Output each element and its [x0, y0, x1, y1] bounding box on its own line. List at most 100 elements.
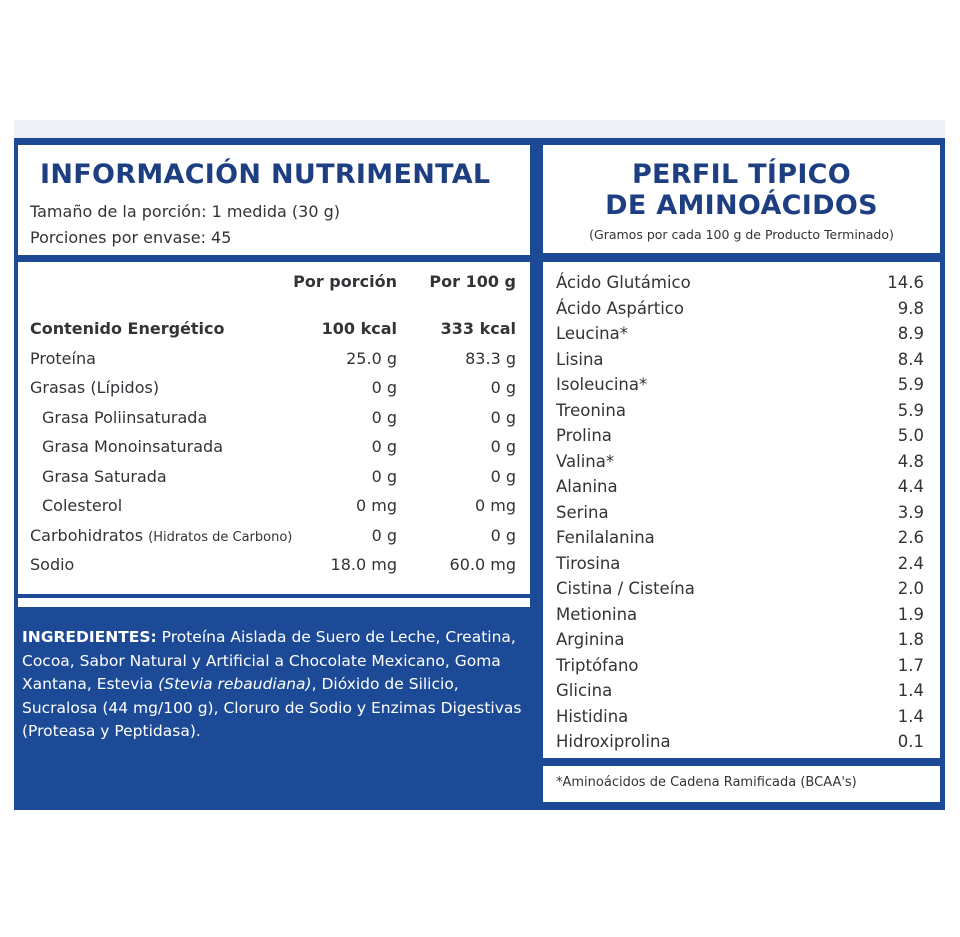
- amino-row: Leucina* 8.9: [543, 324, 940, 349]
- per-serving-value: 0 g: [371, 437, 397, 456]
- amino-value: 4.4: [897, 477, 924, 496]
- amino-row: Arginina 1.8: [543, 630, 940, 655]
- amino-row: Lisina 8.4: [543, 350, 940, 375]
- per-serving-value: 18.0 mg: [330, 555, 397, 574]
- ingredients-label: INGREDIENTES:: [22, 628, 157, 646]
- amino-value: 1.8: [897, 630, 924, 649]
- nutrient-name: Grasas (Lípidos): [30, 378, 160, 397]
- amino-row: Glicina 1.4: [543, 681, 940, 706]
- nutrition-header-box: INFORMACIÓN NUTRIMENTAL Tamaño de la por…: [18, 145, 530, 255]
- amino-name: Ácido Glutámico: [556, 273, 691, 292]
- amino-name: Arginina: [556, 630, 625, 649]
- amino-value: 1.4: [897, 681, 924, 700]
- col-header-per-100g: Por 100 g: [429, 272, 516, 291]
- amino-value: 1.4: [897, 706, 924, 726]
- nutrition-row: Sodio 18.0 mg 60.0 mg: [18, 555, 530, 584]
- amino-value: 5.0: [897, 426, 924, 445]
- amino-name: Serina: [556, 502, 609, 522]
- amino-value: 5.9: [897, 375, 924, 394]
- per-100g-value: 0 g: [490, 526, 516, 545]
- amino-row: Treonina 5.9: [543, 401, 940, 426]
- nutrient-name: Colesterol: [42, 496, 123, 515]
- amino-row: Triptófano 1.7: [543, 656, 940, 681]
- amino-name: Triptófano: [556, 655, 639, 675]
- serving-size: Tamaño de la porción: 1 medida (30 g): [30, 202, 341, 221]
- amino-name: Glicina: [556, 681, 613, 700]
- nutrition-row: Contenido Energético 100 kcal 333 kcal: [18, 319, 530, 348]
- amino-value: 1.9: [897, 604, 924, 624]
- nutrient-name: Contenido Energético: [30, 319, 225, 338]
- amino-value: 2.6: [897, 528, 924, 547]
- amino-value: 9.8: [897, 298, 924, 318]
- amino-row: Hidroxiprolina 0.1: [543, 732, 940, 757]
- amino-row: Ácido Aspártico 9.8: [543, 299, 940, 324]
- amino-name: Prolina: [556, 426, 612, 445]
- amino-title: PERFIL TÍPICO DE AMINOÁCIDOS: [543, 159, 940, 221]
- per-100g-value: 83.3 g: [465, 349, 516, 368]
- nutrition-row: Grasa Poliinsaturada 0 g 0 g: [18, 408, 530, 437]
- amino-footnote-box: *Aminoácidos de Cadena Ramificada (BCAA'…: [543, 766, 940, 802]
- nutrition-bottom-strip: [18, 598, 530, 607]
- amino-row: Serina 3.9: [543, 503, 940, 528]
- amino-name: Fenilalanina: [556, 528, 655, 547]
- amino-row: Histidina 1.4: [543, 707, 940, 732]
- nutrient-name: Grasa Poliinsaturada: [42, 408, 208, 427]
- nutrition-row: Grasa Saturada 0 g 0 g: [18, 467, 530, 496]
- amino-value: 4.8: [897, 451, 924, 471]
- amino-name: Ácido Aspártico: [556, 298, 684, 318]
- amino-row: Isoleucina* 5.9: [543, 375, 940, 400]
- amino-header-box: PERFIL TÍPICO DE AMINOÁCIDOS (Gramos por…: [543, 145, 940, 253]
- amino-value: 8.9: [897, 324, 924, 343]
- amino-name: Leucina*: [556, 324, 628, 343]
- ingredients-text: INGREDIENTES: Proteína Aislada de Suero …: [22, 626, 532, 744]
- amino-name: Lisina: [556, 349, 604, 369]
- nutrition-row: Proteína 25.0 g 83.3 g: [18, 349, 530, 378]
- nutrition-row: Colesterol 0 mg 0 mg: [18, 496, 530, 525]
- per-100g-value: 0 g: [490, 467, 516, 486]
- nutrient-name: Grasa Monoinsaturada: [42, 437, 224, 456]
- amino-name: Histidina: [556, 706, 629, 726]
- ingredients-list-part2: , Dióxido de Silicio, Sucralosa (44 mg/1…: [22, 675, 522, 740]
- amino-title-line2: DE AMINOÁCIDOS: [605, 190, 878, 221]
- per-100g-value: 0 g: [490, 437, 516, 456]
- ingredients-italic: (Stevia rebaudiana): [158, 675, 312, 693]
- bcaa-footnote: *Aminoácidos de Cadena Ramificada (BCAA'…: [556, 775, 857, 790]
- col-header-per-serving: Por porción: [293, 272, 397, 291]
- per-100g-value: 0 g: [490, 378, 516, 397]
- amino-name: Tirosina: [556, 553, 621, 573]
- amino-row: Prolina 5.0: [543, 426, 940, 451]
- nutrient-name-with-note: Carbohidratos (Hidratos de Carbono): [30, 526, 292, 545]
- amino-name: Isoleucina*: [556, 375, 648, 394]
- amino-row: Metionina 1.9: [543, 605, 940, 630]
- amino-table: Ácido Glutámico 14.6 Ácido Aspártico 9.8 L…: [543, 262, 940, 758]
- servings-per-container: Porciones por envase: 45: [30, 228, 232, 247]
- amino-row: Valina* 4.8: [543, 452, 940, 477]
- amino-name: Cistina / Cisteína: [556, 579, 695, 598]
- amino-value: 5.9: [897, 400, 924, 420]
- amino-name: Metionina: [556, 604, 638, 624]
- amino-title-line1: PERFIL TÍPICO: [631, 159, 852, 190]
- nutrition-table: Por porción Por 100 g Contenido Energéti…: [18, 262, 530, 594]
- nutrient-name-note: (Hidratos de Carbono): [148, 530, 293, 545]
- amino-value: 1.7: [897, 655, 924, 675]
- per-serving-value: 0 g: [371, 408, 397, 427]
- nutrition-row: Grasas (Lípidos) 0 g 0 g: [18, 378, 530, 407]
- per-100g-value: 0 g: [490, 408, 516, 427]
- amino-value: 2.4: [897, 553, 924, 573]
- amino-value: 14.6: [887, 273, 924, 292]
- amino-name: Valina*: [556, 451, 615, 471]
- nutrient-name: Proteína: [30, 349, 96, 368]
- amino-name: Alanina: [556, 477, 618, 496]
- nutrition-title: INFORMACIÓN NUTRIMENTAL: [40, 159, 491, 190]
- amino-row: Fenilalanina 2.6: [543, 528, 940, 553]
- amino-row: Tirosina 2.4: [543, 554, 940, 579]
- per-serving-value: 0 mg: [355, 496, 397, 515]
- amino-name: Hidroxiprolina: [556, 732, 671, 751]
- nutrient-name: Grasa Saturada: [42, 467, 167, 486]
- per-serving-value: 0 g: [371, 526, 397, 545]
- amino-value: 2.0: [897, 579, 924, 598]
- panel-top-strip: [14, 120, 945, 138]
- per-100g-value: 0 mg: [474, 496, 516, 515]
- per-100g-value: 60.0 mg: [449, 555, 516, 574]
- amino-name: Treonina: [556, 400, 626, 420]
